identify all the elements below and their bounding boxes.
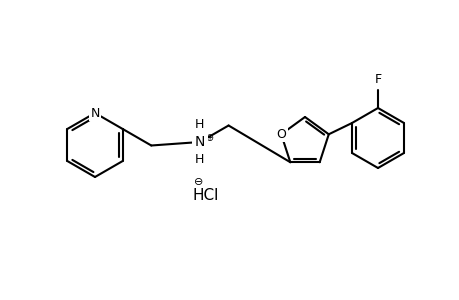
Text: O: O bbox=[276, 128, 285, 141]
Text: N: N bbox=[195, 135, 205, 149]
Text: N: N bbox=[90, 106, 100, 119]
Text: ⊕: ⊕ bbox=[205, 133, 213, 143]
Text: ⊖: ⊖ bbox=[194, 177, 203, 187]
Text: F: F bbox=[374, 73, 381, 86]
Text: HCl: HCl bbox=[193, 188, 219, 202]
Text: H: H bbox=[194, 118, 203, 131]
Text: H: H bbox=[194, 153, 203, 166]
